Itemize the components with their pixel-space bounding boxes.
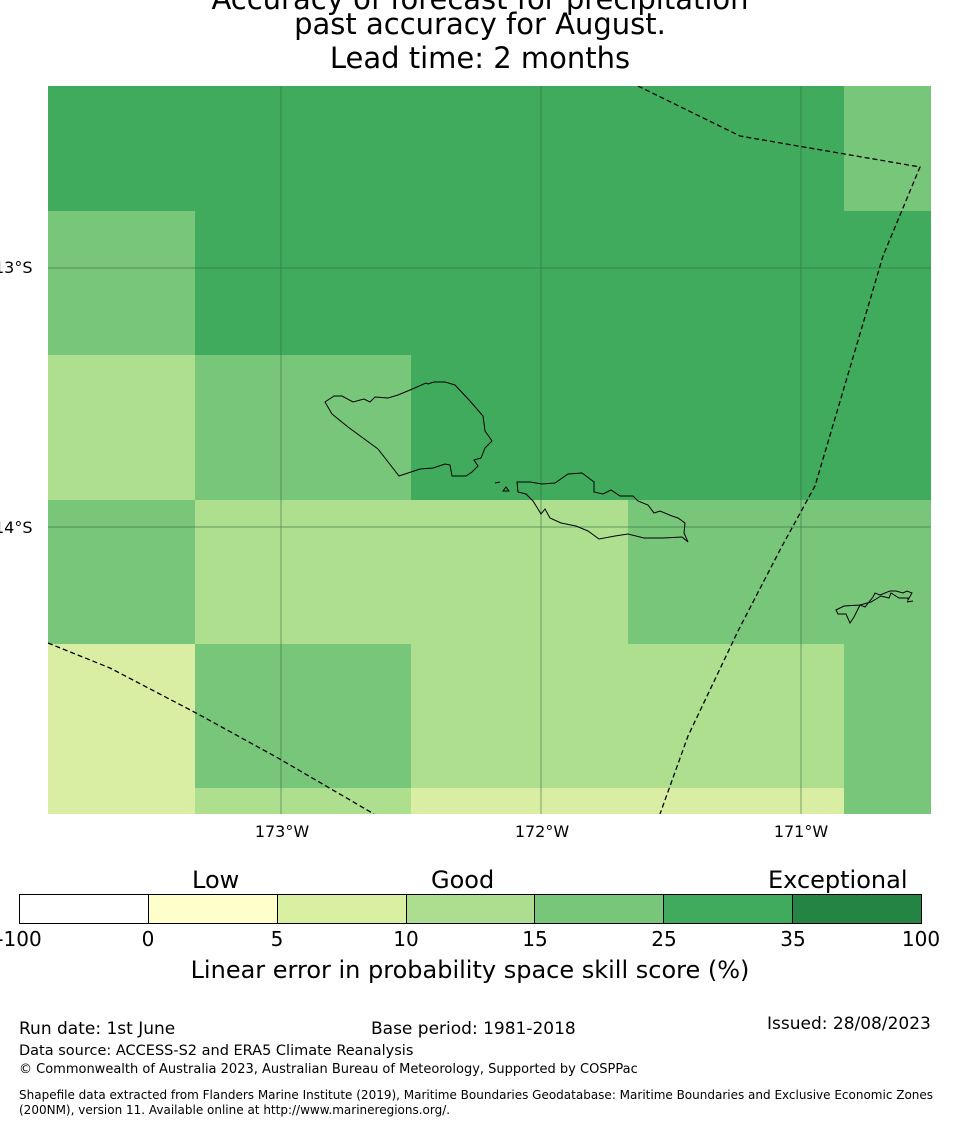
skill-map	[48, 86, 931, 814]
savaii-island	[324, 381, 493, 477]
colorbar-tick: 35	[780, 927, 806, 951]
colorbar-segment	[535, 895, 665, 923]
upolu-island	[516, 472, 689, 543]
tutuila-island	[835, 590, 913, 625]
grid-cell	[844, 644, 931, 814]
colorbar-segment	[793, 895, 922, 923]
grid-cell	[411, 355, 931, 500]
colorbar-segment	[277, 895, 407, 923]
colorbar-tick: 10	[393, 927, 419, 951]
grid-cell	[411, 644, 844, 788]
lon-label-173w: 173°W	[254, 822, 310, 841]
grid-cell	[411, 788, 844, 814]
grid-cell	[48, 86, 844, 211]
copyright: © Commonwealth of Australia 2023, Austra…	[19, 1062, 638, 1077]
colorbar-segment	[664, 895, 794, 923]
grid-cell	[195, 211, 931, 355]
shapefile-credit-line-2: (200NM), version 11. Available online at…	[19, 1103, 451, 1117]
grid-cell	[48, 211, 195, 355]
maritime-boundary	[48, 86, 921, 814]
issued-date: Issued: 28/08/2023	[767, 1014, 931, 1034]
grid-cell	[48, 644, 195, 814]
lon-label-171w: 171°W	[773, 822, 829, 841]
colorbar-category-exceptional: Exceptional	[768, 866, 908, 894]
colorbar-segment	[406, 895, 536, 923]
colorbar-category-low: Low	[192, 866, 240, 894]
grid-cell	[195, 788, 411, 814]
lat-label-13s: 13°S	[0, 258, 33, 277]
grid-cell	[195, 644, 411, 788]
apolima-island	[494, 481, 501, 484]
grid-cell	[844, 86, 931, 211]
run-date: Run date: 1st June	[19, 1019, 176, 1039]
colorbar-tick: 25	[651, 927, 677, 951]
grid-cell	[628, 500, 931, 644]
colorbar-segment	[148, 895, 278, 923]
map-title-line-1: Accuracy of forecast for precipitation	[0, 0, 960, 16]
grid-cell	[195, 500, 628, 644]
colorbar-label: Linear error in probability space skill …	[190, 956, 750, 984]
gridlines	[48, 86, 931, 814]
grid-cell	[48, 500, 195, 644]
colorbar-category-good: Good	[431, 866, 495, 894]
colorbar-tick: 100	[901, 927, 941, 951]
colorbar-tick: 0	[141, 927, 155, 951]
lat-label-14s: 14°S	[0, 518, 33, 537]
lon-label-172w: 172°W	[514, 822, 570, 841]
map-title-line-2: past accuracy for August.	[294, 7, 666, 41]
colorbar	[19, 894, 922, 924]
aunuu-island	[906, 600, 914, 603]
shapefile-credit-line-1: Shapefile data extracted from Flanders M…	[19, 1088, 934, 1102]
colorbar-segment	[20, 895, 149, 923]
base-period: Base period: 1981-2018	[371, 1019, 576, 1039]
map-overlay	[48, 86, 931, 814]
manono-island	[502, 486, 510, 492]
grid-cell	[195, 355, 411, 500]
colorbar-tick: -100	[0, 927, 42, 951]
grid-cell	[48, 355, 195, 500]
map-title-line-3: Lead time: 2 months	[329, 41, 631, 75]
colorbar-tick: 15	[522, 927, 548, 951]
colorbar-tick: 5	[270, 927, 284, 951]
data-source: Data source: ACCESS-S2 and ERA5 Climate …	[19, 1043, 414, 1059]
